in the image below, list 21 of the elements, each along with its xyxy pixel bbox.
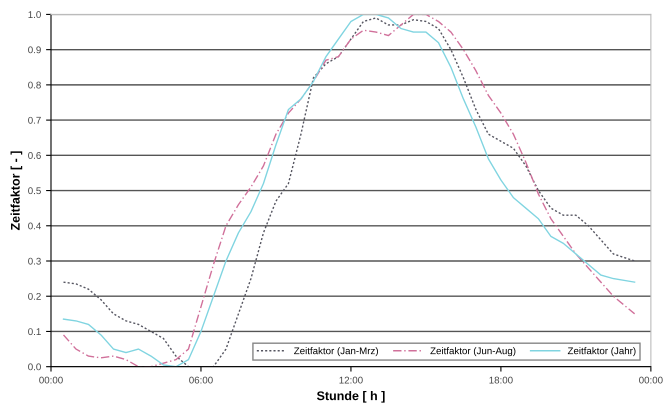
legend-label: Zeitfaktor (Jan-Mrz) <box>294 347 378 356</box>
y-tick-label: 0.3 <box>28 258 41 265</box>
y-tick-label: 0.2 <box>28 292 41 300</box>
y-tick-label: 1.0 <box>28 11 41 18</box>
y-tick-label: 0.4 <box>28 222 41 230</box>
x-axis-title: Stunde [ h ] <box>316 391 385 403</box>
y-tick-label: 0.8 <box>28 82 41 88</box>
legend-label: Zeitfaktor (Jahr) <box>568 347 636 356</box>
x-tick-label: 18:00 <box>489 376 513 384</box>
x-tick-label: 00:00 <box>639 376 663 384</box>
x-tick-label: 00:00 <box>39 376 63 384</box>
y-tick-label: 0.1 <box>28 328 41 336</box>
x-tick-label: 06:00 <box>189 376 213 384</box>
y-tick-label: 0.6 <box>28 152 41 159</box>
y-tick-label: 0.5 <box>28 187 41 194</box>
legend-label: Zeitfaktor (Jun-Aug) <box>430 347 516 356</box>
y-tick-label: 0.7 <box>28 116 41 124</box>
y-axis-title: Zeitfaktor [ - ] <box>10 151 22 230</box>
y-tick-label: 0.0 <box>28 363 41 370</box>
x-tick-label: 12:00 <box>340 376 363 384</box>
y-tick-label: 0.9 <box>28 46 41 54</box>
